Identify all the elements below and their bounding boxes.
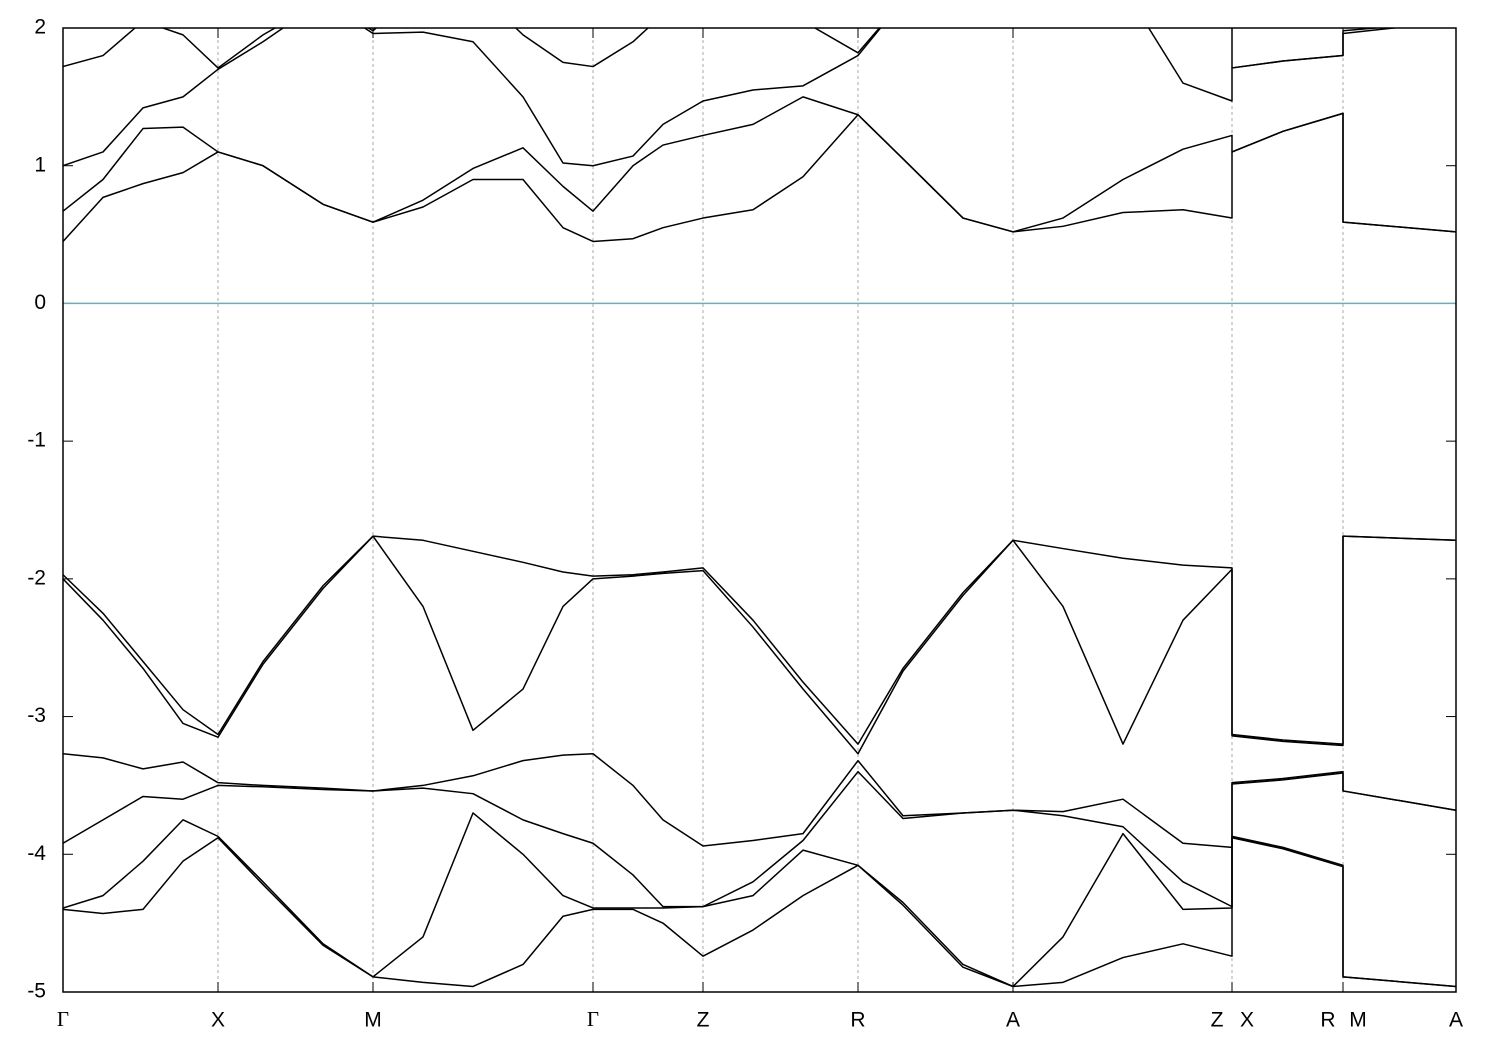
- y-tick-label: 2: [34, 16, 46, 39]
- x-tick-label: A: [1006, 1009, 1020, 1032]
- band-line: [63, 535, 1456, 755]
- band-line: [63, 112, 1456, 243]
- band-line: [63, 837, 1456, 988]
- y-tick-label: -3: [27, 704, 46, 727]
- x-tick-label: A: [1449, 1009, 1463, 1032]
- y-tick-label: -2: [27, 566, 46, 589]
- band-line: [63, 535, 1456, 745]
- band-line: [63, 28, 1401, 167]
- plot-frame: [62, 27, 1457, 993]
- x-tick-label: X: [211, 1009, 225, 1032]
- x-tick-label: R: [1320, 1009, 1335, 1032]
- x-tick-label: Γ: [57, 1007, 69, 1031]
- y-tick-label: 0: [34, 291, 46, 314]
- y-tick-label: -5: [27, 980, 46, 1003]
- band-line: [63, 96, 1456, 233]
- x-tick-label: Z: [697, 1009, 710, 1032]
- bands: [63, 28, 1456, 988]
- x-tick-label: Γ: [587, 1007, 599, 1031]
- band-line: [63, 28, 1385, 69]
- x-tick-label: Z: [1211, 1009, 1224, 1032]
- x-tick-label: M: [1349, 1009, 1367, 1032]
- band-line: [63, 753, 1456, 849]
- x-tick-label: X: [1240, 1009, 1254, 1032]
- y-tick-label: 1: [34, 153, 46, 176]
- x-tick-label: R: [850, 1009, 865, 1032]
- x-tick-label: M: [364, 1009, 382, 1032]
- y-tick-label: -1: [27, 429, 46, 452]
- y-tick-label: -4: [27, 842, 46, 865]
